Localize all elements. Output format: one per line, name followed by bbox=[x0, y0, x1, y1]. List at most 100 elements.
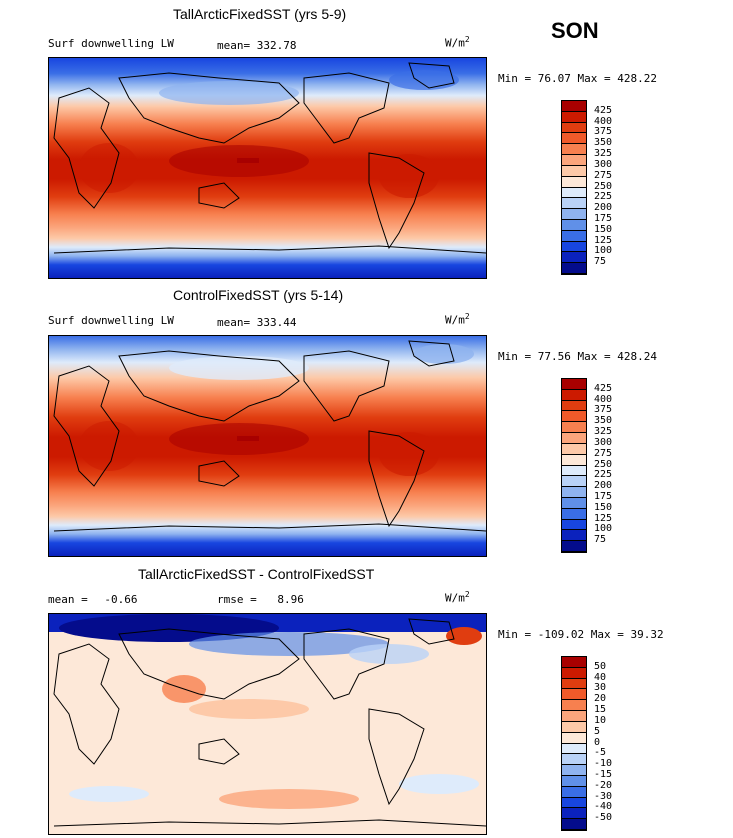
panel3-colorbar-tick-label: -30 bbox=[594, 790, 613, 802]
panel2-colorbar-tick-label: 375 bbox=[594, 404, 613, 416]
panel1-colorbar-tick-label: 225 bbox=[594, 191, 613, 203]
panel1-colorbar-segment bbox=[562, 263, 586, 274]
panel1-title: TallArcticFixedSST (yrs 5-9) bbox=[173, 6, 347, 22]
panel2-siberia-cold bbox=[169, 356, 309, 380]
panel2-colorbar-segment bbox=[562, 476, 586, 488]
panel1-colorbar-segment bbox=[562, 176, 586, 188]
panel2-colorbar-segment bbox=[562, 389, 586, 401]
panel3-colorbar-segment bbox=[562, 797, 586, 809]
panel1-mean-stat: mean= 332.78 bbox=[217, 39, 297, 52]
panel2-colorbar-segment bbox=[562, 443, 586, 455]
panel1-mean-value: 332.78 bbox=[256, 39, 297, 52]
panel3-southern-cold bbox=[69, 786, 149, 802]
panel1-colorbar-segment bbox=[562, 101, 586, 112]
panel2-colorbar-tick-label: 400 bbox=[594, 393, 613, 405]
panel2-colorbar-segment bbox=[562, 465, 586, 477]
panel3-units-exp: 2 bbox=[464, 590, 470, 599]
panel2-colorbar-segment bbox=[562, 497, 586, 509]
panel1-colorbar-segment bbox=[562, 198, 586, 210]
panel1-south-america-warm bbox=[379, 154, 439, 198]
panel1-colorbar-segment bbox=[562, 165, 586, 177]
panel3-colorbar-segment bbox=[562, 678, 586, 690]
panel3-colorbar-segment bbox=[562, 743, 586, 755]
panel1-colorbar-tick-label: 300 bbox=[594, 158, 613, 170]
panel2-colorbar-tick-label: 200 bbox=[594, 480, 613, 492]
panel1-colorbar-tick-label: 250 bbox=[594, 180, 613, 192]
panel2-units: W/m2 bbox=[445, 312, 470, 327]
panel1-colorbar-segment bbox=[562, 219, 586, 231]
panel1-colorbar-segment bbox=[562, 230, 586, 242]
panel2-colorbar-segment bbox=[562, 530, 586, 542]
panel1-colorbar-segment bbox=[562, 133, 586, 145]
panel1-colorbar-segment bbox=[562, 144, 586, 156]
panel2-colorbar-segment bbox=[562, 433, 586, 444]
panel1-colorbar-tick-label: 350 bbox=[594, 137, 613, 149]
panel3-rmse-stat: rmse = 8.96 bbox=[217, 593, 304, 606]
panel3-pacific-warm bbox=[189, 699, 309, 719]
panel2-colorbar-segment bbox=[562, 487, 586, 498]
panel1-greenland-cold bbox=[389, 70, 459, 90]
panel2-colorbar bbox=[561, 378, 587, 553]
panel3-colorbar-segment bbox=[562, 808, 586, 820]
panel3-colorbar-tick-label: -15 bbox=[594, 768, 613, 780]
panel3-coastlines bbox=[53, 618, 486, 827]
panel1-colorbar-segment bbox=[562, 155, 586, 166]
panel1-colorbar-tick-label: 375 bbox=[594, 126, 613, 138]
panel2-colorbar-tick-label: 275 bbox=[594, 447, 613, 459]
panel3-units: W/m2 bbox=[445, 590, 470, 605]
panel2-colorbar-segment bbox=[562, 379, 586, 390]
panel3-mean-stat: mean = -0.66 bbox=[48, 593, 138, 606]
panel1-colorbar-segment bbox=[562, 122, 586, 134]
panel1-colorbar bbox=[561, 100, 587, 275]
panel3-title: TallArcticFixedSST - ControlFixedSST bbox=[138, 566, 375, 582]
panel1-units-base: W/m bbox=[445, 36, 465, 50]
panel1-colorbar-tick-label: 75 bbox=[594, 256, 607, 268]
panel3-colorbar-segment bbox=[562, 819, 586, 830]
panel1-colorbar-segment bbox=[562, 187, 586, 199]
panel3-colorbar-tick-label: 10 bbox=[594, 714, 607, 726]
panel1-units: W/m2 bbox=[445, 35, 470, 50]
panel3-colorbar-segment bbox=[562, 667, 586, 679]
panel2-colorbar-tick-label: 425 bbox=[594, 382, 613, 394]
panel2-variable-label: Surf downwelling LW bbox=[48, 314, 174, 327]
panel1-colorbar-tick-label: 200 bbox=[594, 202, 613, 214]
panel3-map bbox=[48, 613, 487, 835]
panel1-colorbar-tick-label: 100 bbox=[594, 245, 613, 257]
panel2-units-exp: 2 bbox=[464, 312, 470, 321]
panel2-max-spot bbox=[237, 436, 259, 441]
panel2-coastlines bbox=[53, 340, 486, 532]
panel1-colorbar-segment bbox=[562, 252, 586, 264]
panel3-atlantic-cold bbox=[349, 644, 429, 664]
panel2-south-america-warm bbox=[379, 432, 439, 476]
panel3-colorbar-segment bbox=[562, 754, 586, 766]
panel3-colorbar-tick-label: 50 bbox=[594, 660, 607, 672]
panel2-colorbar-segment bbox=[562, 508, 586, 520]
panel2-colorbar-segment bbox=[562, 519, 586, 531]
panel3-colorbar-tick-label: -40 bbox=[594, 801, 613, 813]
panel1-colorbar-tick-label: 425 bbox=[594, 104, 613, 116]
panel3-southern-warm bbox=[219, 789, 359, 809]
panel2-colorbar-tick-label: 125 bbox=[594, 512, 613, 524]
panel1-map bbox=[48, 57, 487, 279]
panel2-greenland-cold bbox=[414, 344, 474, 364]
panel2-mean-value: 333.44 bbox=[256, 316, 297, 329]
panel2-minmax: Min = 77.56 Max = 428.24 bbox=[498, 350, 657, 363]
panel3-minmax: Min = -109.02 Max = 39.32 bbox=[498, 628, 664, 641]
panel1-mean-label: mean= bbox=[217, 39, 251, 52]
panel3-colorbar-segment bbox=[562, 732, 586, 744]
season-label: SON bbox=[551, 18, 599, 43]
panel1-variable-label: Surf downwelling LW bbox=[48, 37, 174, 50]
panel1-colorbar-segment bbox=[562, 241, 586, 253]
panel3-rmse-value: 8.96 bbox=[277, 593, 304, 606]
panel1-colorbar-segment bbox=[562, 111, 586, 123]
panel3-colorbar-tick-label: 0 bbox=[594, 736, 601, 748]
panel2-africa-warm bbox=[79, 421, 139, 471]
panel2-colorbar-segment bbox=[562, 541, 586, 552]
panel3-colorbar-segment bbox=[562, 711, 586, 722]
panel3-colorbar-segment bbox=[562, 700, 586, 712]
panel1-units-exp: 2 bbox=[464, 35, 470, 44]
panel2-units-base: W/m bbox=[445, 313, 465, 327]
panel1-africa-warm bbox=[79, 143, 139, 193]
panel2-colorbar-tick-label: 150 bbox=[594, 501, 613, 513]
panel2-mean-stat: mean= 333.44 bbox=[217, 316, 297, 329]
